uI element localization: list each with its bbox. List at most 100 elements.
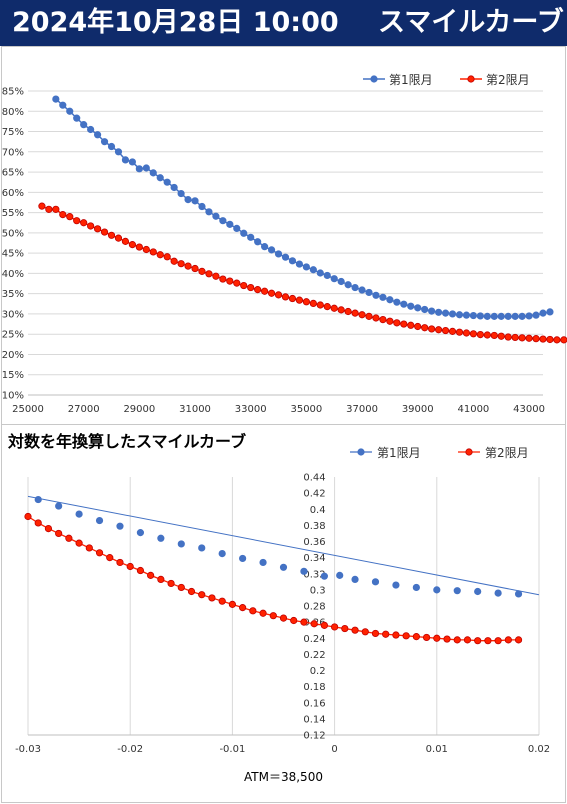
series-2-point — [463, 636, 472, 644]
series-2-point — [344, 307, 352, 316]
y-tick-label: 40% — [2, 269, 24, 280]
log-annualized-smile-chart: -0.03 -0.02 -0.01 0 0.01 0.02 0.12 0.14 0.16 0.18… — [15, 446, 550, 755]
series-2-point — [24, 512, 32, 521]
series-2-point — [422, 633, 431, 642]
y-tick-label: 0.32 — [303, 569, 325, 580]
series-2-point — [490, 331, 498, 340]
series-2-point — [218, 597, 226, 605]
series-1-point — [514, 590, 523, 598]
series-1-point — [261, 243, 269, 251]
x-tick-label: 33000 — [235, 404, 267, 415]
series-2-point — [157, 575, 165, 583]
legend-marker-2 — [467, 75, 475, 83]
series-2-point — [38, 202, 46, 210]
series-1-point — [365, 288, 373, 297]
y-tick-label: 85% — [2, 87, 24, 98]
series-1-point — [212, 212, 220, 220]
series-1-point — [157, 534, 165, 542]
series-1-point — [504, 312, 512, 320]
y-tick-label: 0.44 — [303, 473, 325, 484]
series-1-point — [302, 263, 310, 271]
series-1-point — [205, 208, 213, 216]
series-1-point — [184, 196, 192, 204]
series-2-point — [80, 219, 88, 227]
series-2-point — [212, 272, 220, 280]
series-2-point — [309, 299, 317, 307]
series-1-point — [316, 269, 324, 277]
series-1-point — [518, 312, 526, 320]
series-1-point — [240, 229, 248, 237]
series-2-point — [371, 629, 380, 638]
series-2-point — [351, 626, 359, 634]
series-2-point — [233, 279, 241, 287]
series-2-point — [300, 618, 308, 626]
series-1-point — [73, 114, 81, 122]
series-2-point — [330, 623, 339, 631]
series-1-point — [177, 540, 185, 548]
chart-divider — [1, 424, 566, 425]
y-tick-label: 0.18 — [303, 682, 325, 693]
series-2-point — [34, 519, 42, 527]
series-2-point — [469, 330, 478, 338]
series-1-point — [95, 516, 104, 525]
series-1-point — [494, 589, 502, 597]
series-2-point — [323, 303, 331, 311]
series-2-point — [44, 525, 53, 533]
series-2-point — [448, 327, 457, 335]
y-tick-label: 35% — [2, 289, 24, 300]
series-2-point — [267, 289, 276, 297]
y-tick-label: 25% — [2, 330, 24, 341]
series-1-point — [128, 158, 136, 166]
series-2-point — [65, 534, 73, 542]
series-2-point — [351, 309, 359, 317]
series-2-point — [504, 636, 512, 644]
series-1-point — [163, 178, 171, 186]
series-2-point — [106, 554, 114, 562]
series-2-point — [494, 637, 502, 645]
y-tick-label: 0.28 — [303, 602, 325, 613]
x-tick-label: 39000 — [402, 404, 434, 415]
series-2-point — [136, 566, 145, 575]
series-1-point — [455, 311, 464, 319]
y-tick-label: 80% — [2, 107, 24, 118]
series-1-point — [330, 275, 338, 283]
series-1-point — [87, 125, 95, 134]
series-2-point — [455, 328, 464, 336]
series-1-point — [281, 253, 290, 261]
x-tick-label: 25000 — [12, 404, 44, 415]
series-2-point — [484, 637, 492, 645]
series-2-point — [412, 633, 420, 641]
series-2-point — [184, 262, 192, 270]
series-2-point — [546, 335, 554, 344]
series-2-point — [379, 316, 387, 324]
legend-marker-2 — [465, 448, 473, 456]
series-1-point — [267, 246, 276, 254]
series-2-point — [414, 322, 422, 331]
series-2-point — [400, 320, 408, 328]
series-2-point — [435, 326, 443, 334]
series-1-point — [114, 148, 123, 156]
series-2-line — [27, 515, 519, 642]
series-2-point — [525, 334, 533, 342]
series-1-point — [433, 586, 441, 594]
series-1-point — [525, 312, 533, 320]
series-1-point — [52, 95, 60, 103]
series-1-point — [288, 257, 297, 265]
y-tick-label: 0.34 — [303, 553, 325, 564]
series-2-point — [126, 562, 134, 571]
y-tick-label: 0.16 — [303, 698, 325, 709]
series-2-point — [205, 270, 213, 278]
y-tick-label: 0.42 — [303, 489, 325, 500]
series-1-point — [309, 266, 317, 274]
series-1-point — [337, 277, 345, 286]
series-2-point — [95, 549, 104, 557]
series-2-point — [116, 558, 124, 567]
header-date-time: 2024年10月28日 10:00 — [12, 7, 339, 38]
series-1-point — [34, 495, 42, 504]
series-1-point — [239, 554, 247, 563]
header-bar: 2024年10月28日 10:00 スマイルカーブ — [0, 0, 567, 46]
series-1-point — [351, 575, 359, 583]
series-1-point — [407, 302, 415, 310]
x-tick-label: -0.01 — [219, 744, 245, 755]
series-1-point — [233, 224, 241, 233]
